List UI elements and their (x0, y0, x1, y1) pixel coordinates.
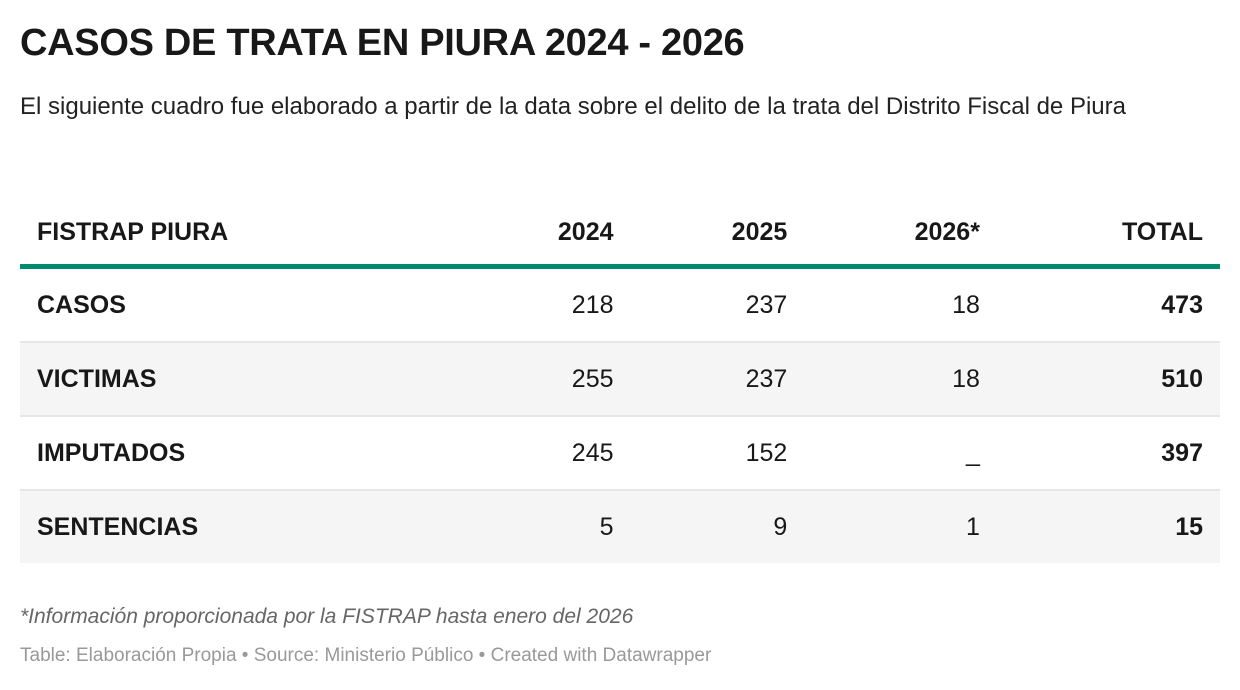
row-label: VICTIMAS (20, 342, 457, 417)
row-label: IMPUTADOS (20, 416, 457, 491)
total-cell: 15 (1175, 512, 1203, 541)
data-table: FISTRAP PIURA 2024 2025 2026* TOTAL CASO… (20, 200, 1220, 563)
table-header-row: FISTRAP PIURA 2024 2025 2026* TOTAL (20, 200, 1220, 267)
table-cell: 9 (773, 512, 788, 541)
footnote: *Información proporcionada por la FISTRA… (20, 605, 634, 628)
page-title: CASOS DE TRATA EN PIURA 2024 - 2026 (20, 22, 745, 64)
row-label: SENTENCIAS (37, 512, 199, 541)
table-cell: 5 (599, 512, 614, 541)
table-cell: 18 (804, 342, 997, 417)
table-cell: _ (804, 416, 997, 491)
table-cell: 152 (630, 416, 805, 491)
table-cell: 237 (630, 266, 805, 343)
table-row: VICTIMAS 255 237 18 510 (20, 342, 1220, 417)
table-cell: 218 (456, 266, 631, 343)
total-cell: 510 (996, 342, 1220, 417)
table-row: SENTENCIAS 5 9 1 15 (20, 490, 1220, 563)
column-header[interactable]: 2024 (557, 217, 614, 246)
table-cell: 255 (456, 342, 631, 417)
subtitle: El siguiente cuadro fue elaborado a part… (20, 93, 1126, 120)
column-header[interactable]: 2026* (914, 217, 980, 246)
credits: Table: Elaboración Propia • Source: Mini… (20, 645, 712, 666)
column-header[interactable]: TOTAL (1121, 217, 1203, 246)
table-cell: 237 (630, 342, 805, 417)
table-row: IMPUTADOS 245 152 _ 397 (20, 416, 1220, 491)
table-cell: 245 (456, 416, 631, 491)
row-label: CASOS (20, 266, 457, 343)
table-cell: 18 (804, 266, 997, 343)
column-header[interactable]: 2025 (731, 217, 788, 246)
table-row: CASOS 218 237 18 473 (20, 266, 1220, 343)
total-cell: 397 (996, 416, 1220, 491)
total-cell: 473 (996, 266, 1220, 343)
column-header[interactable]: FISTRAP PIURA (37, 217, 229, 246)
table-cell: 1 (966, 512, 980, 541)
